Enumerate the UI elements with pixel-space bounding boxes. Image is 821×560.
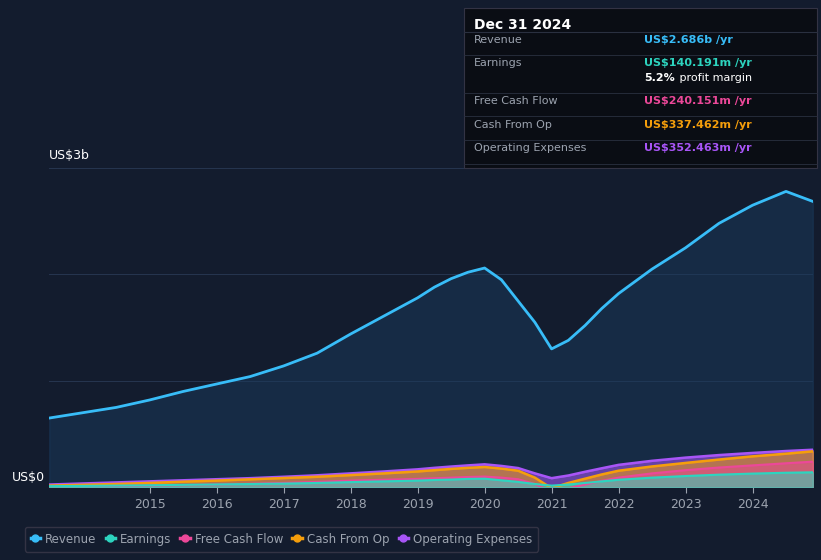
Legend: Revenue, Earnings, Free Cash Flow, Cash From Op, Operating Expenses: Revenue, Earnings, Free Cash Flow, Cash … xyxy=(25,527,538,552)
Text: profit margin: profit margin xyxy=(676,73,752,83)
Text: Free Cash Flow: Free Cash Flow xyxy=(474,96,557,106)
Text: US$352.463m /yr: US$352.463m /yr xyxy=(644,143,752,153)
Text: Dec 31 2024: Dec 31 2024 xyxy=(474,18,571,32)
Text: US$0: US$0 xyxy=(12,472,45,484)
Text: 5.2%: 5.2% xyxy=(644,73,675,83)
Text: Revenue: Revenue xyxy=(474,35,522,45)
Text: US$2.686b /yr: US$2.686b /yr xyxy=(644,35,733,45)
Text: US$140.191m /yr: US$140.191m /yr xyxy=(644,58,752,68)
Text: Cash From Op: Cash From Op xyxy=(474,120,552,130)
Text: US$337.462m /yr: US$337.462m /yr xyxy=(644,120,752,130)
Text: Operating Expenses: Operating Expenses xyxy=(474,143,586,153)
Text: Earnings: Earnings xyxy=(474,58,522,68)
Text: US$3b: US$3b xyxy=(49,150,90,162)
Text: US$240.151m /yr: US$240.151m /yr xyxy=(644,96,752,106)
